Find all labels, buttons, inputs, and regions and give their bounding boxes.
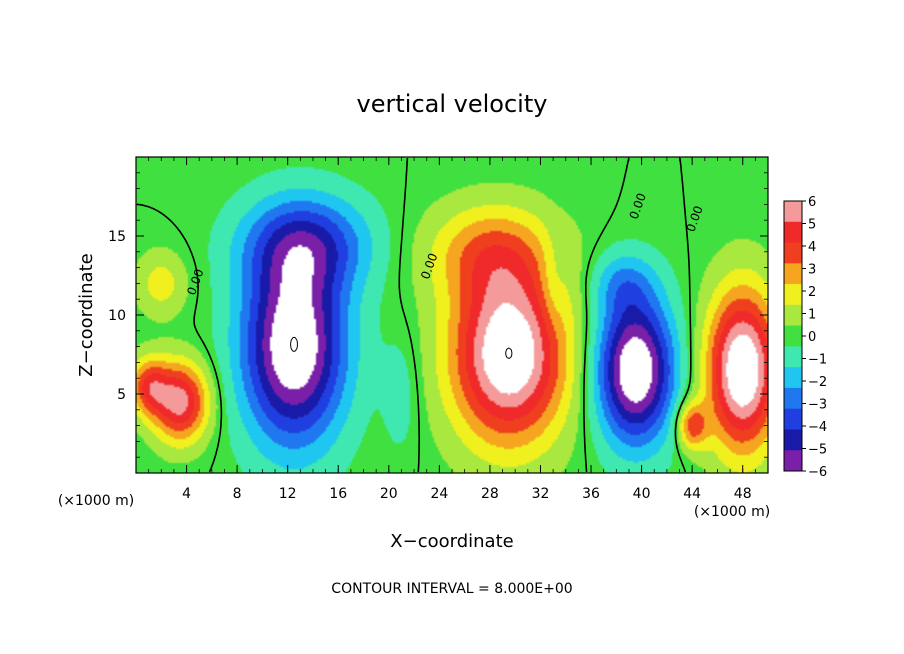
x-axis-label: X−coordinate [390,531,513,552]
x-tick-label: 40 [633,486,651,502]
y-axis: 5 10 15 [108,172,768,458]
x-tick-label: 8 [233,486,242,502]
colorbar-swatch [784,325,802,347]
y-tick-label: 15 [108,229,126,245]
colorbar-swatch [784,263,802,285]
colorbar-label: 0 [808,330,816,345]
x-axis: 4 8 12 16 20 24 28 32 36 40 44 48 [148,157,756,502]
colorbar-swatch [784,387,802,410]
x-tick-label: 28 [481,486,499,502]
colorbar: 6 5 4 3 2 1 0 −1 −2 −3 −4 −5 −6 [783,195,827,480]
colorbar-label: −6 [808,465,827,480]
contour-interval-note: CONTOUR INTERVAL = 8.000E+00 [331,581,572,597]
colorbar-label: −1 [808,353,827,368]
chart-title: vertical velocity [357,90,548,118]
x-unit-left: (×1000 m) [58,493,134,509]
x-tick-label: 36 [582,486,600,502]
colorbar-swatch [784,201,802,223]
colorbar-swatch [784,284,802,306]
x-tick-label: 24 [430,486,448,502]
x-tick-label: 44 [683,486,701,502]
colorbar-swatch [784,408,802,430]
colorbar-label: −3 [808,398,827,413]
x-tick-label: 32 [532,486,550,502]
x-tick-label: 4 [182,486,191,502]
colorbar-label: 6 [808,195,816,210]
colorbar-label: −2 [808,375,827,390]
y-tick-label: 5 [117,387,126,403]
colorbar-swatch [784,367,802,389]
contour-positive [505,347,513,359]
x-unit-right: (×1000 m) [694,504,770,520]
x-tick-label: 16 [329,486,347,502]
colorbar-label: −5 [808,443,827,458]
colorbar-swatch [784,450,802,472]
colorbar-swatch [784,346,802,368]
colorbar-swatch [784,304,802,327]
colorbar-label: 3 [808,263,816,278]
colorbar-swatch [784,221,802,244]
colorbar-label: 4 [808,240,816,255]
x-tick-label: 12 [279,486,297,502]
y-axis-label: Z−coordinate [76,253,97,376]
colorbar-swatch [784,429,802,451]
colorbar-label: 5 [808,218,816,233]
colorbar-label: 2 [808,285,816,300]
y-tick-label: 10 [108,308,126,324]
x-tick-label: 48 [734,486,752,502]
plot-area: 0.000.000.00 0.00 4 8 12 16 20 24 28 32 36 40 44 48 … [108,156,769,502]
colorbar-label: 1 [808,308,816,323]
contour-negative [290,336,298,352]
colorbar-label: −4 [808,420,827,435]
colorbar-swatch [784,242,802,264]
heatmap-field [136,157,768,473]
x-tick-label: 20 [380,486,398,502]
